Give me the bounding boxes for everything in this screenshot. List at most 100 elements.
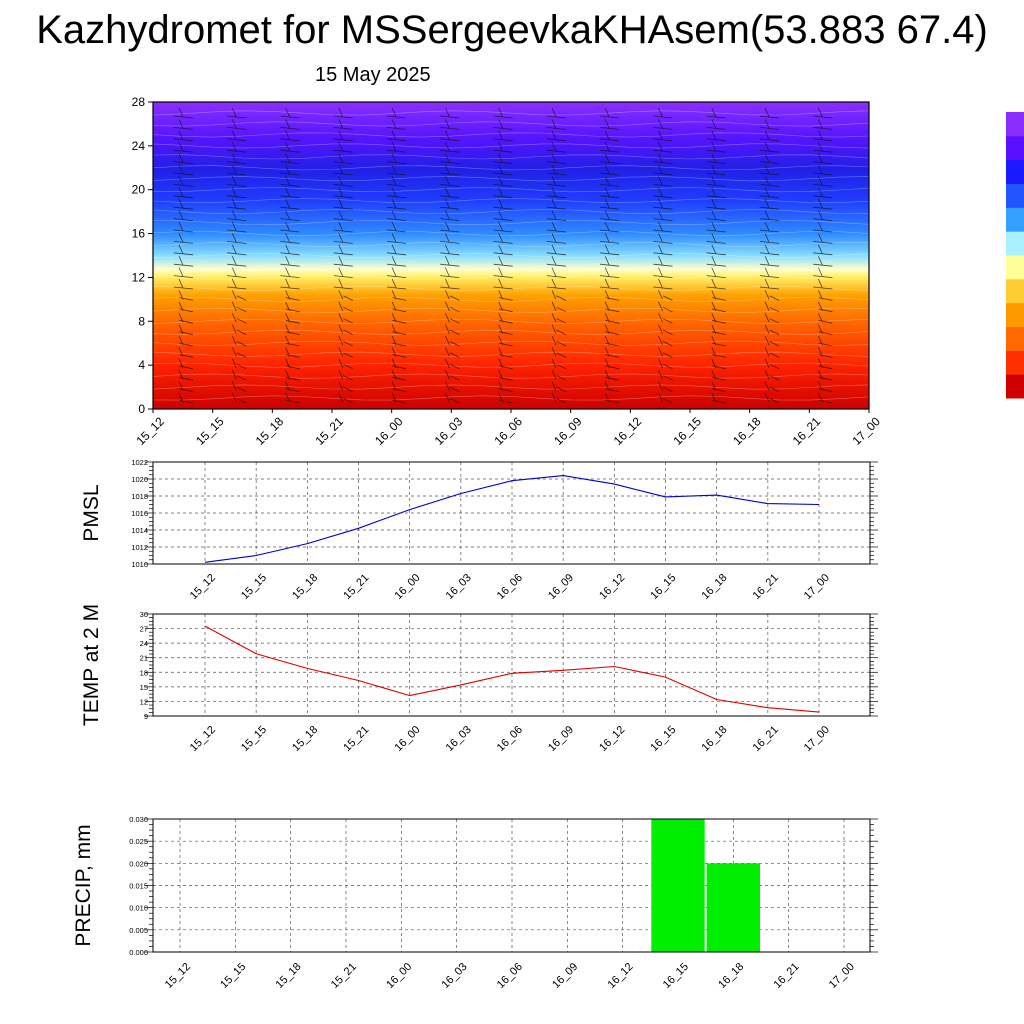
wind-barb — [658, 347, 673, 358]
wind-barb — [658, 335, 673, 347]
y-tick-label: 30 — [140, 610, 148, 619]
isoline — [152, 220, 870, 226]
wind-barb — [759, 233, 780, 244]
wind-barb — [285, 358, 300, 370]
chart-title: Kazhydromet for MSSergeevkaKHAsem(53.883… — [36, 8, 988, 52]
y-tick-label: 1014 — [131, 526, 148, 535]
wind-barb — [818, 381, 833, 392]
wind-barb — [440, 278, 460, 290]
x-tick-label: 15_18 — [290, 724, 320, 754]
wind-barb — [493, 153, 513, 164]
wind-barb — [440, 153, 460, 164]
wind-barb — [604, 301, 620, 313]
wind-barb — [493, 199, 513, 210]
isoline — [152, 143, 870, 149]
wind-barb — [173, 142, 194, 153]
wind-barb — [653, 256, 673, 267]
wind-barb — [551, 392, 567, 404]
x-tick-label: 15_15 — [239, 724, 269, 754]
wind-barb — [445, 392, 460, 404]
wind-barb — [227, 233, 247, 244]
wind-barb — [227, 199, 247, 210]
wind-barb — [227, 164, 247, 176]
wind-barb — [600, 256, 620, 267]
wind-barb — [600, 107, 620, 119]
isoline — [152, 263, 870, 269]
wind-barb — [173, 153, 194, 164]
x-tick-label: 15_18 — [290, 572, 320, 602]
x-tick-label: 16_00 — [384, 961, 414, 991]
wind-barb — [764, 381, 780, 392]
wind-barb — [551, 347, 567, 358]
wind-barb — [604, 313, 620, 324]
wind-barb — [280, 107, 300, 119]
wind-barb — [178, 392, 194, 404]
wind-barb — [546, 187, 567, 199]
wind-barb — [653, 130, 673, 142]
wind-barb — [818, 370, 833, 381]
wind-barb — [813, 119, 833, 130]
x-tick-label: 16_21 — [790, 414, 824, 448]
wind-barb — [227, 187, 247, 199]
wind-barb — [440, 210, 460, 221]
colorbar-swatch — [1006, 255, 1024, 280]
x-tick-label: 16_15 — [648, 724, 678, 754]
wind-barb — [818, 358, 833, 370]
wind-barb — [604, 358, 620, 370]
wind-barb — [338, 324, 353, 335]
y-tick-label: 0.015 — [129, 882, 148, 891]
wind-barb — [600, 221, 620, 233]
wind-barb — [546, 256, 567, 267]
wind-barb — [391, 290, 407, 301]
wind-barb — [759, 142, 780, 153]
wind-barb — [813, 164, 833, 176]
x-tick-label: 16_03 — [444, 572, 474, 602]
wind-barb — [285, 313, 300, 324]
wind-barb — [440, 199, 460, 210]
wind-barb — [764, 324, 780, 335]
wind-barb — [498, 392, 513, 404]
wind-barb — [338, 313, 353, 324]
wind-barb — [173, 164, 194, 176]
wind-barb — [653, 199, 673, 210]
isoline — [152, 132, 870, 138]
wind-barb — [706, 107, 726, 119]
colorbar-swatch — [1006, 350, 1024, 375]
wind-barb — [706, 221, 726, 233]
wind-barb — [280, 267, 300, 278]
series-line — [204, 625, 820, 713]
wind-barb — [818, 347, 833, 358]
y-tick-label: 15 — [140, 683, 148, 692]
wind-barb — [498, 324, 513, 335]
x-tick-label: 15_15 — [218, 961, 248, 991]
wind-barb — [231, 290, 247, 301]
wind-barb — [493, 119, 513, 130]
wind-barb — [391, 370, 407, 381]
wind-barb — [653, 233, 673, 244]
wind-barb — [231, 358, 247, 370]
wind-barb — [706, 130, 726, 142]
isoline — [152, 165, 870, 171]
y-tick-label: 1022 — [131, 458, 148, 467]
wind-barb — [173, 107, 194, 119]
wind-barb — [813, 278, 833, 290]
wind-barb — [551, 290, 567, 301]
x-tick-label: 16_06 — [495, 724, 525, 754]
x-tick-label: 16_15 — [670, 414, 704, 448]
wind-barb — [764, 392, 780, 404]
wind-barb — [285, 290, 300, 301]
wind-barb — [445, 358, 460, 370]
y-tick-label: 0.000 — [129, 948, 148, 957]
wind-barb — [231, 313, 247, 324]
wind-barb — [386, 164, 407, 176]
wind-barb — [285, 370, 300, 381]
wind-barb — [759, 199, 780, 210]
wind-barb — [333, 153, 353, 164]
colorbar — [1006, 112, 1024, 399]
wind-barb — [231, 392, 247, 404]
wind-barb — [333, 233, 353, 244]
wind-barb — [386, 107, 407, 119]
wind-barb — [604, 381, 620, 392]
x-tick-label: 16_18 — [716, 961, 746, 991]
wind-barb — [706, 176, 726, 187]
